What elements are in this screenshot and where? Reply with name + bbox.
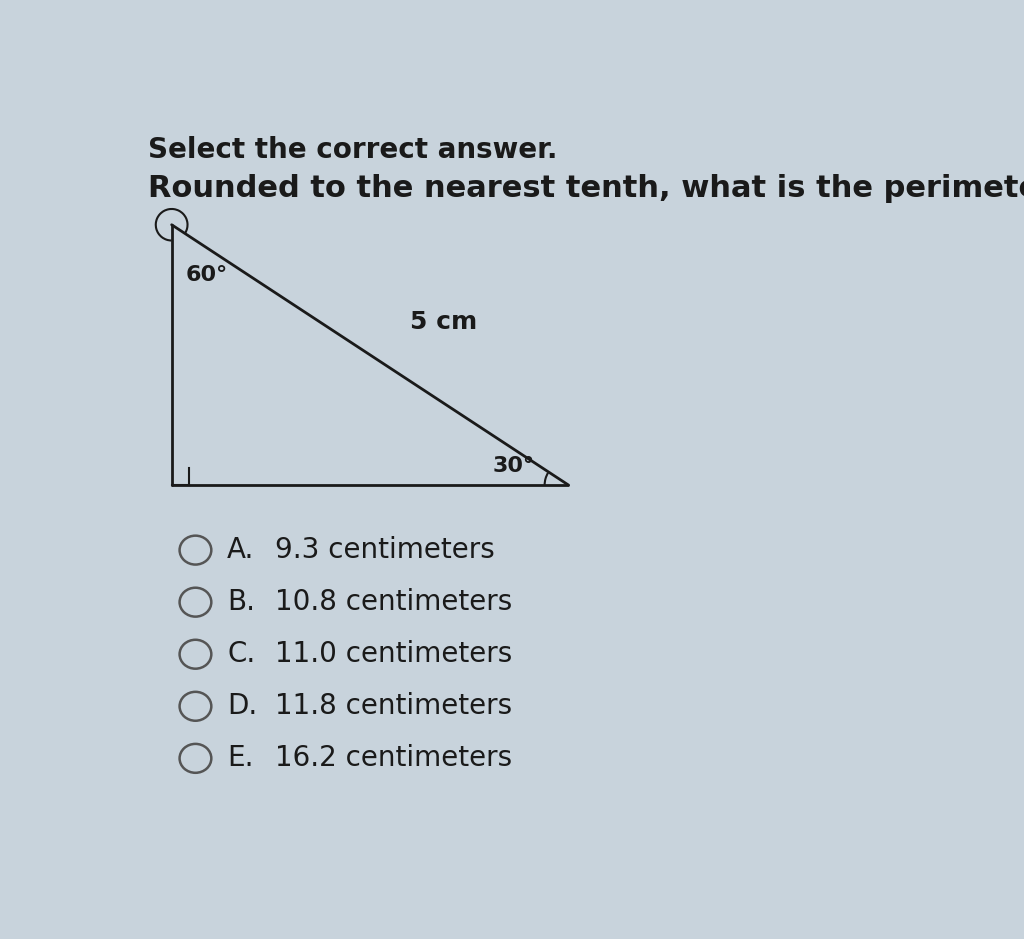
Text: 5 cm: 5 cm [410,311,477,334]
Text: A.: A. [227,536,255,564]
Text: 10.8 centimeters: 10.8 centimeters [274,588,512,616]
Text: 30°: 30° [494,456,536,476]
Text: 60°: 60° [186,265,228,285]
Text: 11.0 centimeters: 11.0 centimeters [274,640,512,669]
Text: C.: C. [227,640,255,669]
Text: 16.2 centimeters: 16.2 centimeters [274,745,512,773]
Text: 11.8 centimeters: 11.8 centimeters [274,692,512,720]
Text: E.: E. [227,745,254,773]
Text: Rounded to the nearest tenth, what is the perimeter of the triangle?: Rounded to the nearest tenth, what is th… [147,174,1024,203]
Text: Select the correct answer.: Select the correct answer. [147,136,557,163]
Text: 9.3 centimeters: 9.3 centimeters [274,536,495,564]
Text: B.: B. [227,588,255,616]
Text: D.: D. [227,692,257,720]
